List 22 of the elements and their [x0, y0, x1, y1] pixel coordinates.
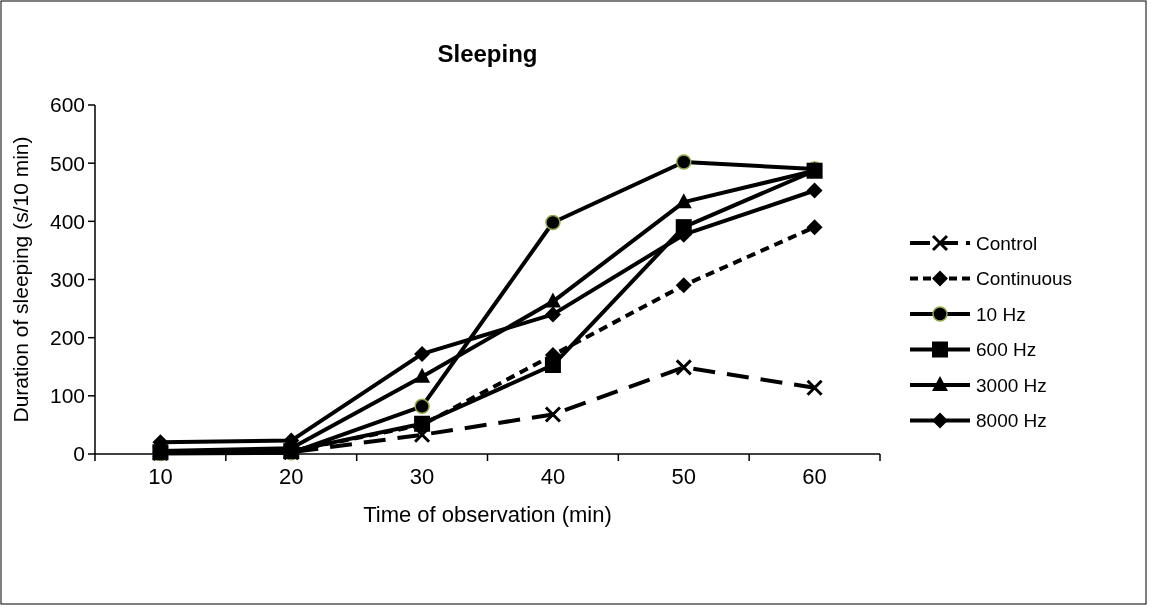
x-axis-title: Time of observation (min) — [363, 502, 612, 527]
legend-label: 3000 Hz — [976, 374, 1047, 396]
y-tick-label: 100 — [49, 384, 85, 408]
x-tick-label: 10 — [148, 464, 173, 489]
legend-label: 10 Hz — [976, 303, 1026, 325]
legend-label: Continuous — [976, 268, 1073, 290]
x-tick-label: 30 — [409, 464, 435, 489]
y-tick-label: 300 — [49, 267, 85, 291]
x-tick-label: 20 — [279, 464, 304, 489]
y-tick-label: 0 — [73, 442, 85, 466]
legend-label: Control — [976, 232, 1038, 254]
x-tick-label: 50 — [671, 464, 696, 489]
y-tick-label: 500 — [49, 151, 85, 175]
y-axis-title: Duration of sleeping (s/10 min) — [9, 136, 32, 423]
legend-label: 600 Hz — [976, 339, 1037, 361]
chart-title: Sleeping — [437, 40, 538, 67]
legend-label: 8000 Hz — [976, 410, 1047, 432]
x-tick-label: 40 — [540, 464, 566, 489]
y-tick-label: 200 — [49, 326, 85, 350]
y-tick-label: 400 — [49, 209, 85, 233]
y-tick-label: 600 — [49, 93, 85, 117]
x-tick-label: 60 — [802, 464, 827, 489]
